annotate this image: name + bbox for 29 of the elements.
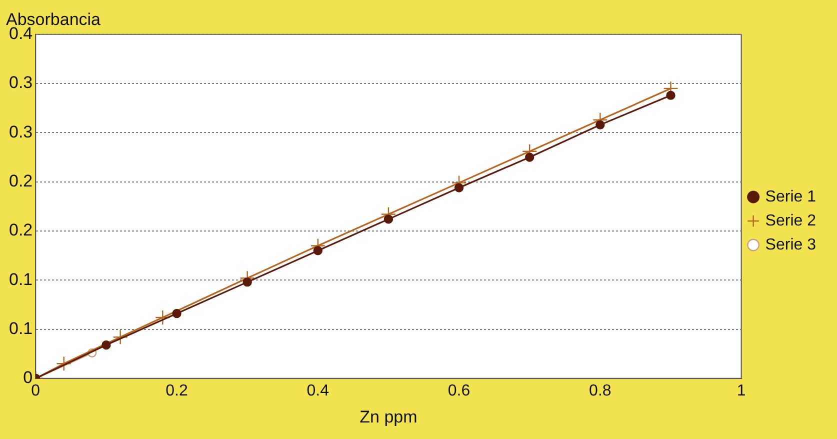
x-tick-label: 0.4 xyxy=(306,382,330,400)
y-tick-label: 0.2 xyxy=(8,220,33,240)
point xyxy=(155,310,170,326)
point xyxy=(525,152,534,162)
y-tick-label: 0.2 xyxy=(8,172,33,191)
legend-label: Serie 3 xyxy=(765,236,816,254)
y-tick-label: 0 xyxy=(23,368,33,388)
point xyxy=(172,308,182,318)
point xyxy=(242,277,252,287)
point xyxy=(102,340,111,350)
legend-label: Serie 2 xyxy=(765,212,816,230)
y-tick-label: 0.1 xyxy=(8,270,33,289)
point xyxy=(56,356,72,372)
x-axis-title: Zn ppm xyxy=(360,407,418,426)
y-tick-label: 0.3 xyxy=(8,122,33,142)
point xyxy=(384,214,394,224)
x-tick-label: 0.2 xyxy=(166,382,188,400)
legend-label: Serie 1 xyxy=(765,188,816,206)
y-tick-label: 0.4 xyxy=(8,24,33,44)
point xyxy=(596,120,605,130)
x-tick-label: 0.6 xyxy=(448,382,470,400)
point xyxy=(313,246,322,256)
point xyxy=(454,183,464,192)
point xyxy=(666,90,676,100)
y-tick-label: 0.3 xyxy=(8,73,33,92)
x-tick-label: 0.8 xyxy=(589,382,612,400)
point xyxy=(112,330,128,345)
y-tick-label: 0.1 xyxy=(8,318,33,338)
x-tick-label: 1 xyxy=(736,382,746,400)
